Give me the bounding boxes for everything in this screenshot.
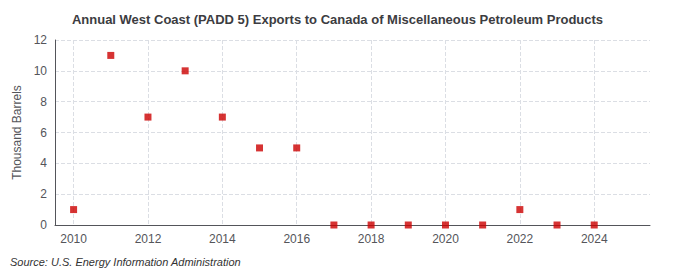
svg-text:8: 8 (40, 95, 47, 109)
svg-text:12: 12 (34, 33, 48, 47)
svg-text:2012: 2012 (135, 232, 162, 246)
svg-text:2024: 2024 (581, 232, 608, 246)
svg-text:Source: U.S. Energy Informatio: Source: U.S. Energy Information Administ… (10, 256, 241, 268)
svg-text:4: 4 (40, 156, 47, 170)
svg-text:2016: 2016 (283, 232, 310, 246)
svg-text:Annual West Coast (PADD 5) Exp: Annual West Coast (PADD 5) Exports to Ca… (72, 12, 603, 27)
svg-text:0: 0 (40, 218, 47, 232)
svg-text:2: 2 (40, 187, 47, 201)
svg-text:6: 6 (40, 126, 47, 140)
svg-text:2020: 2020 (432, 232, 459, 246)
svg-text:2022: 2022 (506, 232, 533, 246)
svg-text:2014: 2014 (209, 232, 236, 246)
svg-text:2018: 2018 (358, 232, 385, 246)
svg-text:Thousand Barrels: Thousand Barrels (10, 85, 24, 180)
svg-text:10: 10 (34, 64, 48, 78)
svg-text:2010: 2010 (60, 232, 87, 246)
